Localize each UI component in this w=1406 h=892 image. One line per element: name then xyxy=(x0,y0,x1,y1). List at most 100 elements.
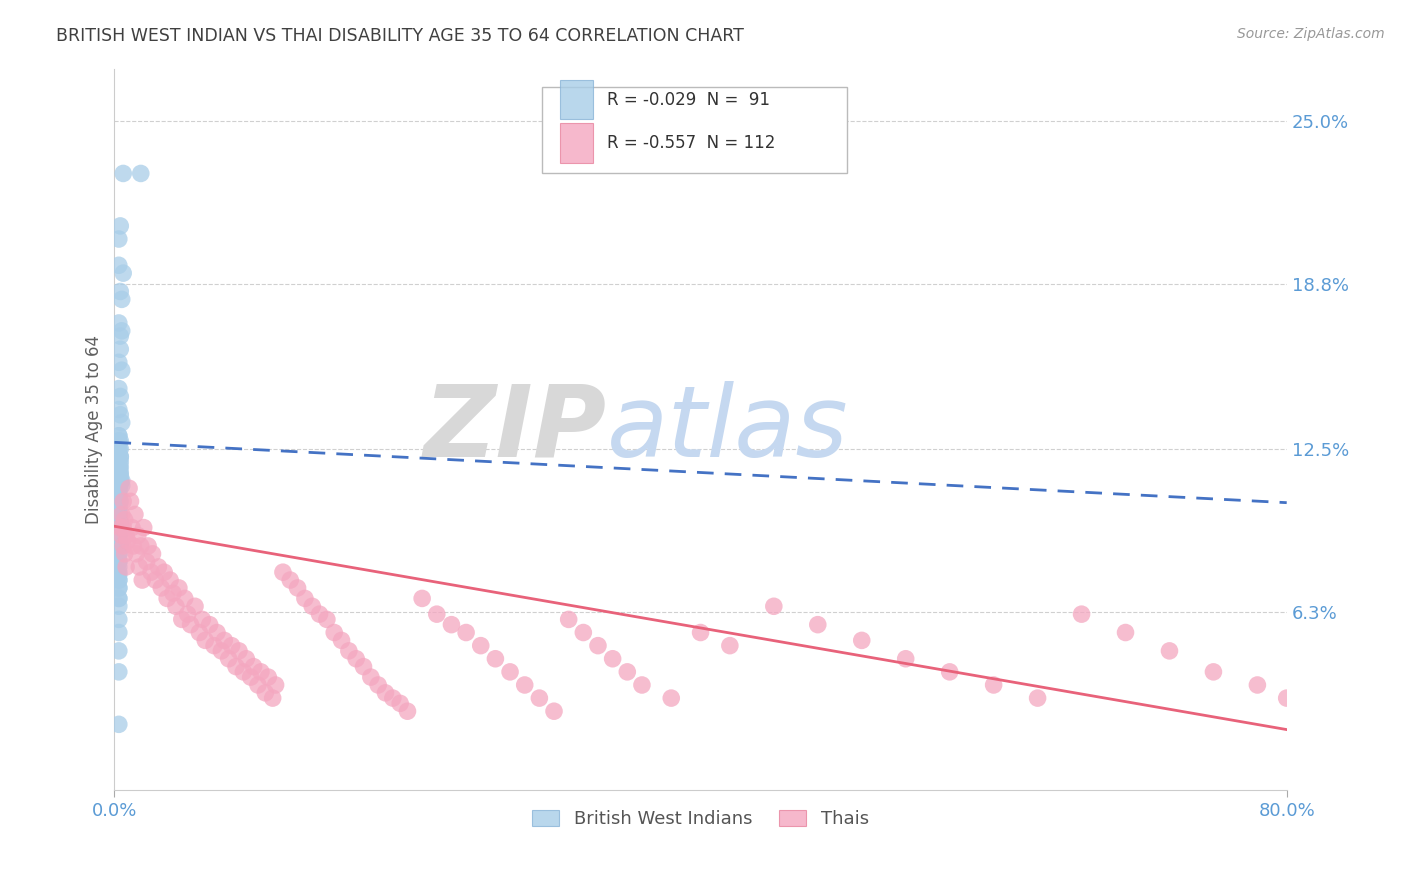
Point xyxy=(110,450,132,464)
Point xyxy=(108,455,131,469)
Point xyxy=(1246,678,1268,692)
Point xyxy=(108,581,131,595)
Point xyxy=(108,429,131,443)
Point xyxy=(108,547,131,561)
FancyBboxPatch shape xyxy=(543,87,846,173)
Point xyxy=(221,639,243,653)
Point xyxy=(411,591,433,606)
Point xyxy=(110,475,132,490)
Point xyxy=(1275,691,1298,706)
Point xyxy=(426,607,449,622)
Point xyxy=(108,481,131,495)
Point xyxy=(112,266,135,280)
Point xyxy=(456,625,478,640)
Point xyxy=(108,508,131,522)
Point xyxy=(176,607,198,622)
Point xyxy=(114,547,136,561)
Point xyxy=(159,573,181,587)
Point xyxy=(108,316,131,330)
Point xyxy=(120,494,142,508)
Point xyxy=(131,573,153,587)
Point xyxy=(110,474,132,488)
Point xyxy=(180,617,202,632)
Point xyxy=(110,460,132,475)
Point xyxy=(108,513,131,527)
Point xyxy=(110,408,132,422)
Point xyxy=(167,581,190,595)
Point xyxy=(108,533,131,548)
Point xyxy=(108,547,131,561)
Text: R = -0.029  N =  91: R = -0.029 N = 91 xyxy=(607,91,769,109)
Point xyxy=(389,697,412,711)
Point xyxy=(543,704,565,718)
Point xyxy=(114,513,136,527)
Point xyxy=(136,539,159,553)
Point xyxy=(110,516,132,530)
Point xyxy=(108,468,131,483)
Point xyxy=(108,560,131,574)
Point xyxy=(396,704,419,718)
Point xyxy=(111,293,134,307)
Point xyxy=(242,659,264,673)
Text: atlas: atlas xyxy=(607,381,848,478)
Point xyxy=(330,633,353,648)
Point xyxy=(108,442,131,456)
Point xyxy=(1026,691,1049,706)
Point xyxy=(115,528,138,542)
Point xyxy=(938,665,960,679)
Point xyxy=(110,434,132,448)
Point xyxy=(145,573,167,587)
Point xyxy=(513,678,536,692)
Point xyxy=(218,652,240,666)
Point xyxy=(110,475,132,490)
Point xyxy=(112,520,135,534)
Point xyxy=(247,678,270,692)
Point xyxy=(108,520,131,534)
Point xyxy=(108,402,131,417)
Point xyxy=(209,644,232,658)
Point xyxy=(108,581,131,595)
Point xyxy=(205,625,228,640)
Point xyxy=(108,567,131,582)
Point xyxy=(108,555,131,569)
Point xyxy=(108,555,131,569)
Point xyxy=(110,539,132,553)
Point xyxy=(115,560,138,574)
Point xyxy=(108,539,131,553)
Point xyxy=(108,573,131,587)
Point xyxy=(150,581,173,595)
Point xyxy=(894,652,917,666)
Point xyxy=(108,717,131,731)
Point xyxy=(129,166,152,180)
Point xyxy=(353,659,375,673)
Point xyxy=(235,652,257,666)
Point xyxy=(228,644,250,658)
Point xyxy=(110,474,132,488)
Point xyxy=(108,466,131,480)
Point xyxy=(308,607,330,622)
Point xyxy=(689,625,711,640)
Point xyxy=(631,678,654,692)
Point xyxy=(108,565,131,579)
Point xyxy=(294,591,316,606)
Point xyxy=(264,678,287,692)
Point xyxy=(1159,644,1181,658)
Point xyxy=(108,665,131,679)
Point xyxy=(108,460,131,475)
FancyBboxPatch shape xyxy=(560,79,593,120)
Point xyxy=(262,691,284,706)
Point xyxy=(108,468,131,483)
Point xyxy=(110,342,132,356)
Point xyxy=(127,528,149,542)
Point xyxy=(1202,665,1225,679)
Point xyxy=(162,586,184,600)
Point xyxy=(124,508,146,522)
Point xyxy=(484,652,506,666)
Point xyxy=(110,468,132,483)
Point xyxy=(111,474,134,488)
Point xyxy=(315,612,337,626)
Point xyxy=(110,450,132,464)
Point xyxy=(278,573,301,587)
Point xyxy=(110,455,132,469)
Point xyxy=(108,500,131,514)
